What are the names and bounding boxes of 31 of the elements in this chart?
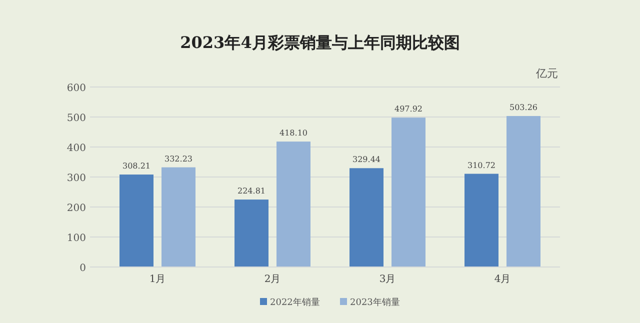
bar <box>234 200 268 267</box>
y-tick-label: 600 <box>66 83 86 94</box>
data-label: 497.92 <box>394 104 422 114</box>
bar <box>350 168 384 267</box>
legend-label: 2022年销量 <box>270 297 320 308</box>
bar <box>464 174 498 267</box>
data-label: 308.21 <box>122 162 150 171</box>
x-tick-label: 1月 <box>149 274 166 285</box>
y-axis-title: 亿元 <box>535 67 558 80</box>
x-tick-label: 3月 <box>379 274 396 285</box>
data-label: 310.72 <box>468 160 496 170</box>
data-label: 224.81 <box>238 186 266 196</box>
bar <box>162 167 196 267</box>
y-tick-label: 500 <box>66 113 86 124</box>
bar <box>276 142 310 267</box>
data-label: 503.26 <box>510 103 538 112</box>
data-label: 418.10 <box>280 128 308 138</box>
y-tick-label: 300 <box>66 173 86 184</box>
bar <box>506 116 540 267</box>
bar <box>392 118 426 267</box>
y-tick-label: 400 <box>66 143 86 154</box>
y-tick-label: 100 <box>66 233 86 244</box>
x-tick-label: 2月 <box>264 274 281 285</box>
data-label: 332.23 <box>164 154 192 164</box>
data-label: 329.44 <box>352 155 380 164</box>
y-tick-label: 0 <box>80 263 86 274</box>
bar <box>120 174 154 267</box>
legend-label: 2023年销量 <box>350 297 400 308</box>
chart-title: 2023年4月彩票销量与上年同期比较图 <box>180 33 460 52</box>
y-tick-label: 200 <box>66 203 86 214</box>
x-tick-label: 4月 <box>494 274 511 285</box>
